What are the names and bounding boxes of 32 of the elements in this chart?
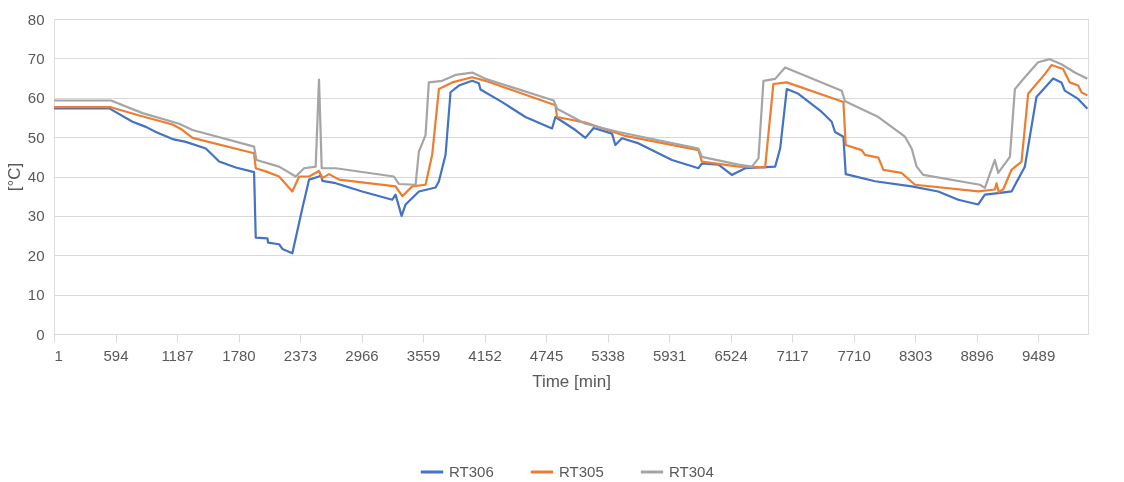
y-tick-label: 60 bbox=[27, 89, 45, 107]
y-tick-label: 70 bbox=[27, 49, 45, 67]
x-tick-label: 4745 bbox=[529, 346, 564, 364]
legend-label: RT305 bbox=[559, 463, 604, 480]
x-tick-label: 8896 bbox=[960, 346, 994, 364]
x-tick-label: 7117 bbox=[776, 346, 809, 364]
x-tick-label: 1187 bbox=[161, 346, 194, 364]
y-tick-label: 80 bbox=[27, 10, 45, 28]
y-tick-label: 20 bbox=[27, 246, 45, 264]
x-axis-title: Time [min] bbox=[532, 371, 611, 391]
x-tick-label: 5931 bbox=[652, 346, 687, 364]
line-series bbox=[52, 77, 1089, 255]
y-tick-label: 0 bbox=[36, 325, 45, 343]
y-tick-label: 10 bbox=[27, 286, 45, 304]
y-tick-label: 50 bbox=[27, 128, 45, 146]
x-tick-label: 6524 bbox=[714, 346, 748, 364]
x-tick-label: 5338 bbox=[591, 346, 625, 364]
x-tick-label: 3559 bbox=[406, 346, 441, 364]
x-tick-label: 8303 bbox=[898, 346, 933, 364]
x-tick-label: 7710 bbox=[837, 346, 871, 364]
x-tick-label: 4152 bbox=[468, 346, 502, 364]
x-tick-label: 2966 bbox=[345, 346, 379, 364]
legend-label: RT304 bbox=[669, 463, 714, 480]
x-tick-label: 594 bbox=[103, 346, 129, 364]
x-tick-label: 1780 bbox=[222, 346, 256, 364]
legend-label: RT306 bbox=[449, 463, 494, 480]
x-tick-label: 2373 bbox=[283, 346, 318, 364]
y-tick-label: 40 bbox=[27, 168, 45, 185]
y-axis-title: [°C] bbox=[4, 162, 24, 192]
y-tick-label: 30 bbox=[27, 207, 45, 225]
x-tick-label: 9489 bbox=[1021, 346, 1056, 364]
x-tick-label: 1 bbox=[54, 346, 63, 364]
